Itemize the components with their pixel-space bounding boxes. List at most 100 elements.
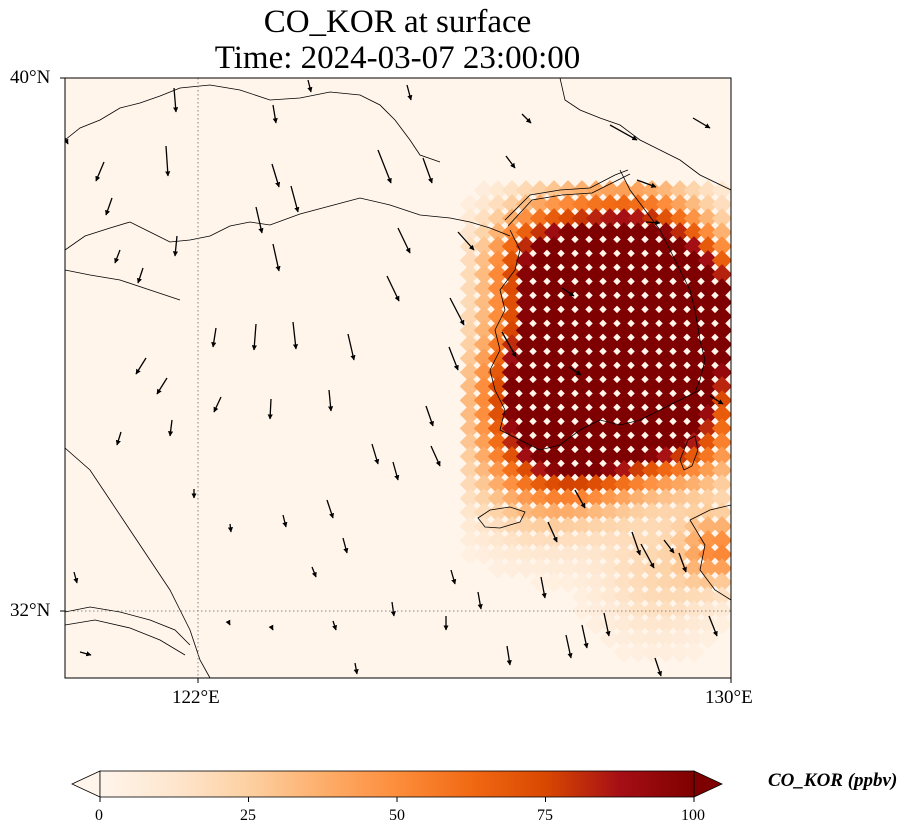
field-cell [669,586,691,607]
field-cell [613,264,635,285]
field-cell [557,404,579,425]
field-cell [557,516,579,537]
field-cell [529,446,551,467]
field-cell [473,404,495,425]
field-cell [515,558,537,579]
field-cell [515,194,537,215]
field-cell [571,194,593,215]
field-cell [683,292,705,313]
field-cell [641,418,663,439]
field-cell [515,446,537,467]
field-cell [473,278,495,299]
field-cell [585,334,607,355]
field-cell [669,600,691,621]
field-cell [459,222,481,243]
lat-label-40n: 40°N [10,67,51,88]
field-cell [571,306,593,327]
wind-arrow [255,206,264,234]
field-cell [529,292,551,313]
field-cell [543,572,565,593]
coastline-yangtze-north [65,606,191,646]
field-cell [655,586,677,607]
field-cell [487,432,509,453]
field-cell [627,376,649,397]
field-cell [487,278,509,299]
colorbar-extend-min [71,770,101,798]
field-cell [697,614,719,635]
wind-arrow [311,566,317,578]
border-korea-north [504,169,629,221]
field-cell [501,334,523,355]
field-cell [543,390,565,411]
field-cell [613,320,635,341]
field-cell [683,194,705,215]
field-cell [571,334,593,355]
wind-arrow [663,539,675,554]
coastline-manchuria [559,78,731,191]
field-cell [585,530,607,551]
field-cell [711,222,731,243]
field-cell [459,432,481,453]
field-cell [613,278,635,299]
field-cell [599,572,621,593]
field-cell [557,292,579,313]
colorbar-gradient [100,771,694,797]
field-cell [543,194,565,215]
field-cell [627,586,649,607]
field-cell [487,264,509,285]
field-cell [599,404,621,425]
wind-arrow [347,333,356,361]
field-cell [459,320,481,341]
field-cell [641,222,663,243]
field-cell [585,390,607,411]
field-cell [641,320,663,341]
field-cell [627,278,649,299]
field-cell [585,614,607,635]
field-cell [697,516,719,537]
field-cell [557,236,579,257]
field-cell [683,446,705,467]
field-cell [697,306,719,327]
co-concentration-field [459,180,731,663]
field-cell [571,474,593,495]
field-cell [627,600,649,621]
field-cell [543,236,565,257]
field-cell [599,628,621,649]
field-cell [529,404,551,425]
field-cell [669,208,691,229]
field-cell [599,306,621,327]
field-cell [529,180,551,201]
field-cell [711,264,731,285]
field-cell [487,306,509,327]
field-cell [585,404,607,425]
field-cell [585,236,607,257]
coastline-jeju [477,506,526,529]
wind-arrow [397,227,411,254]
field-cell [655,292,677,313]
field-cell [585,418,607,439]
field-cell [697,222,719,243]
field-cell [599,208,621,229]
field-cell [613,334,635,355]
wind-arrow [654,657,662,677]
field-cell [683,250,705,271]
field-cell [711,614,731,635]
field-cell [641,460,663,481]
field-cell [711,572,731,593]
field-cell [543,460,565,481]
field-cell [669,642,691,663]
field-cell [627,236,649,257]
field-cell [557,250,579,271]
field-cell [599,320,621,341]
field-cell [459,278,481,299]
field-cell [613,362,635,383]
field-cell [697,376,719,397]
map-frame [64,77,732,679]
field-cell [571,446,593,467]
wind-arrow [547,521,558,543]
field-cell [571,292,593,313]
field-cell [459,348,481,369]
field-cell [711,306,731,327]
field-cell [697,264,719,285]
field-cell [697,348,719,369]
